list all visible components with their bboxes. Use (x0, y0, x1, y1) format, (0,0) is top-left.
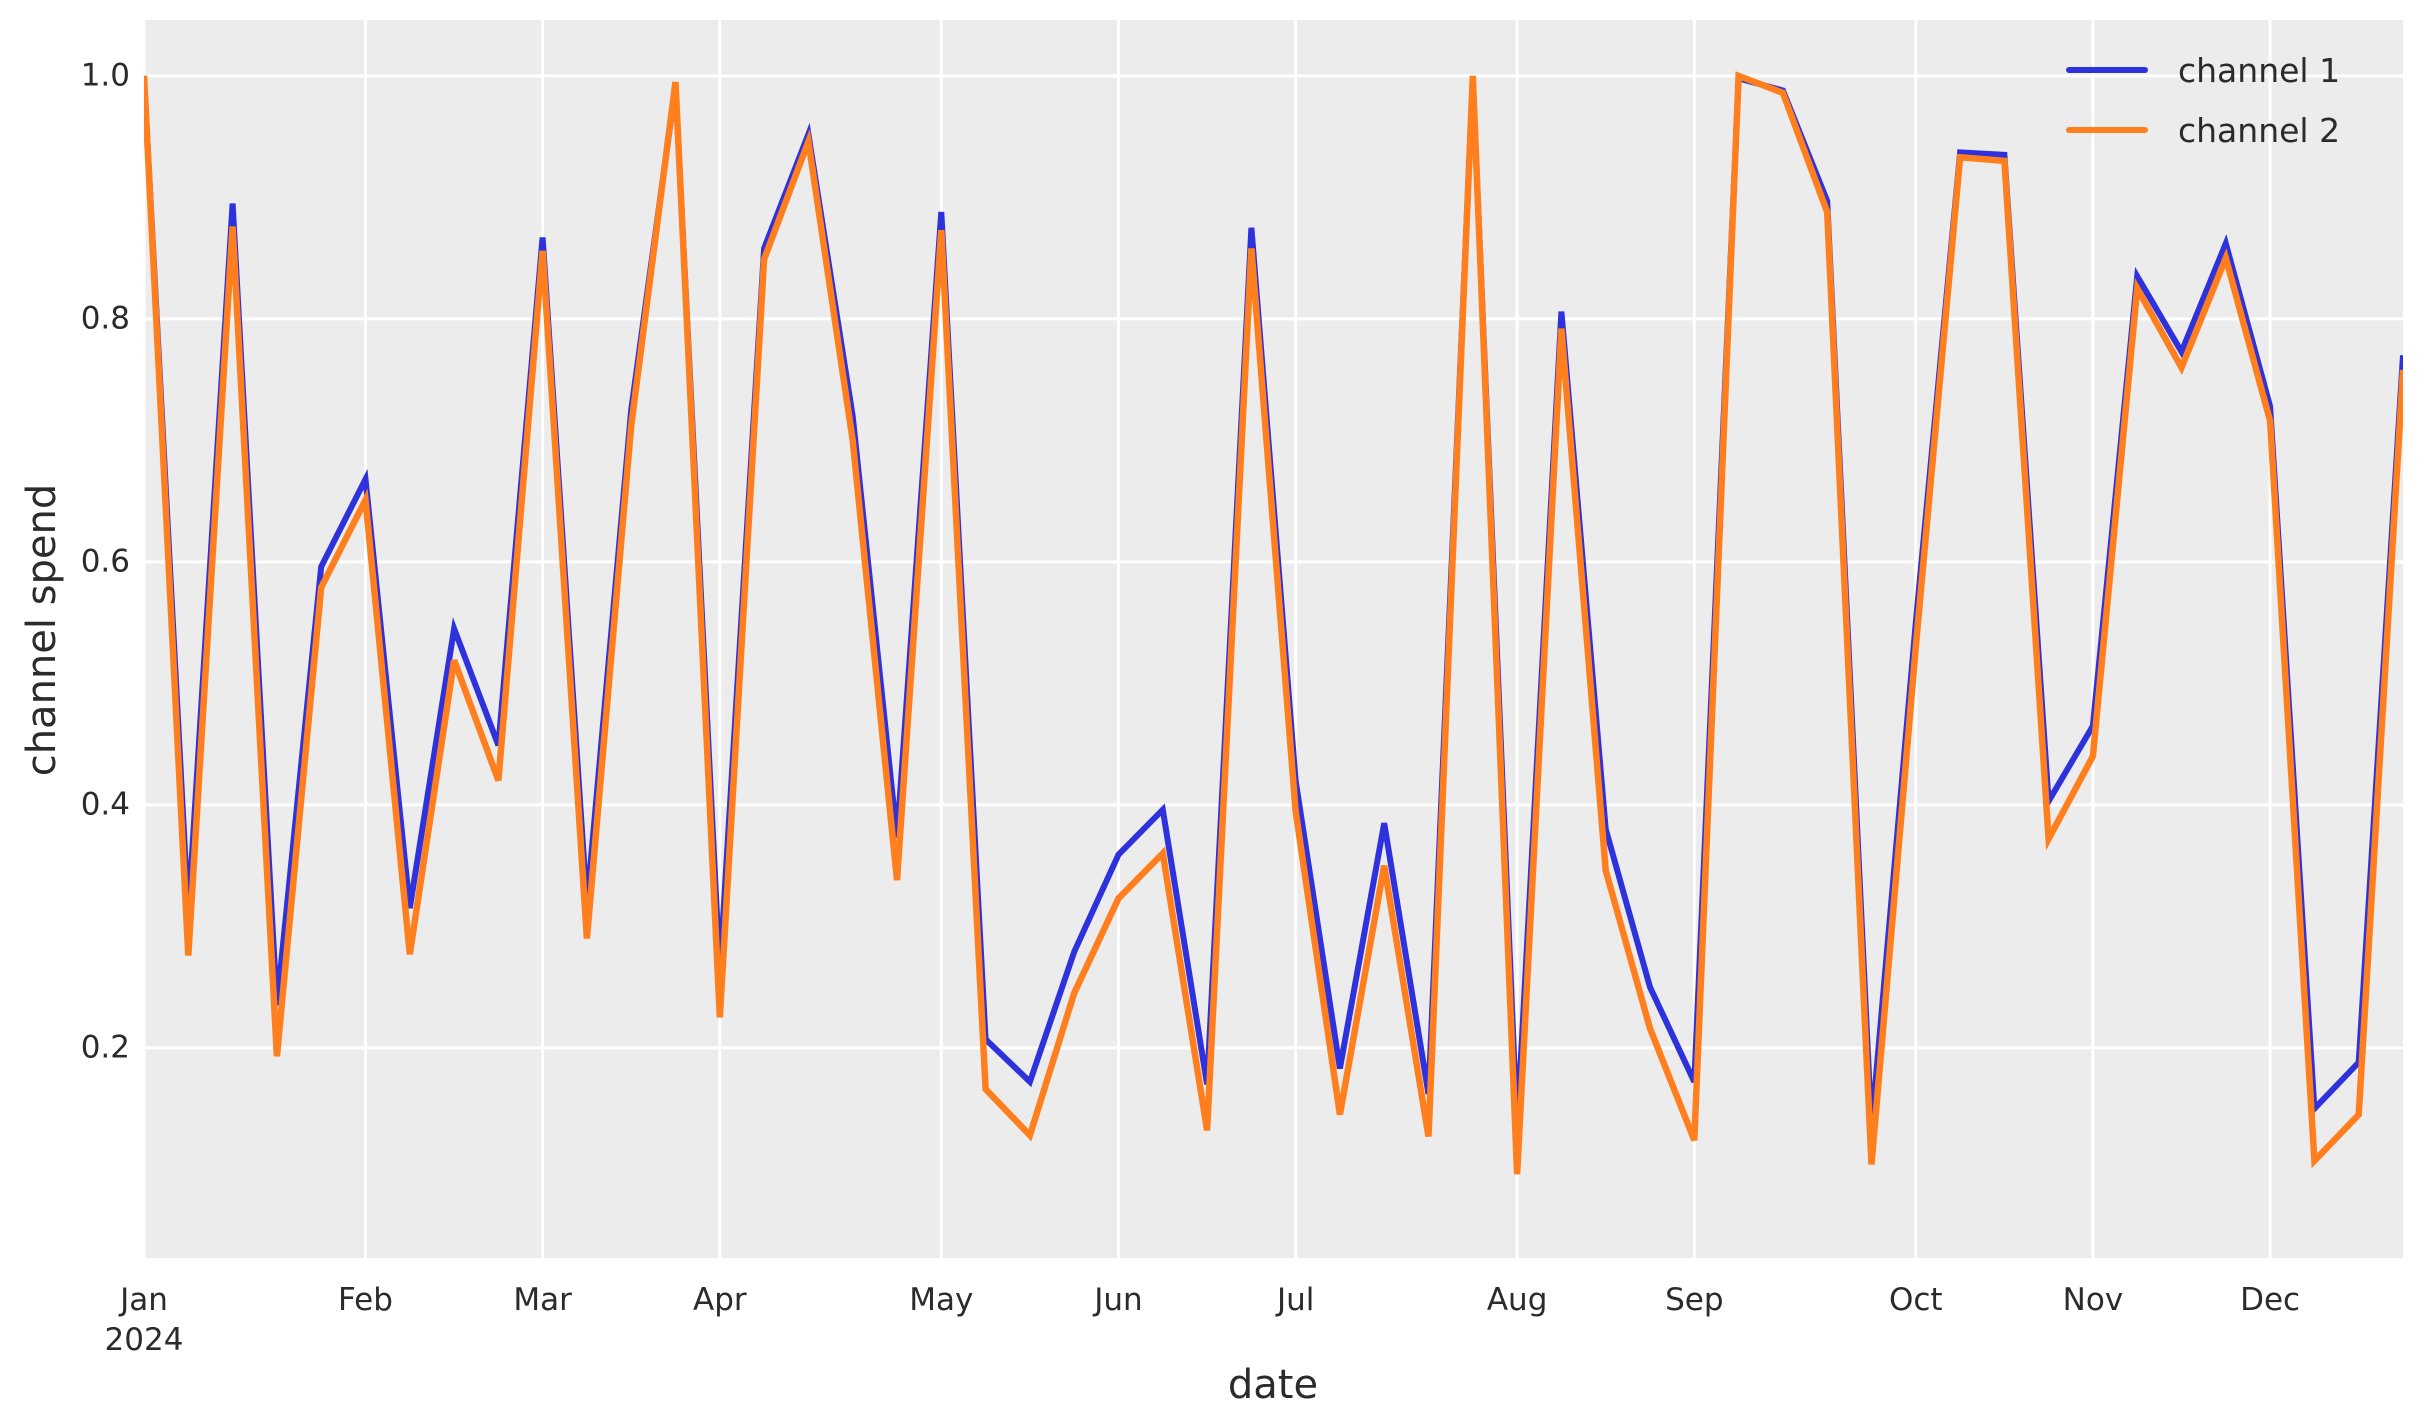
x-tick-label: Mar (513, 1282, 572, 1318)
x-tick-label: Sep (1665, 1282, 1724, 1318)
x-tick-label: Nov (2062, 1282, 2124, 1318)
legend-line-swatch-channel-2 (2066, 127, 2148, 133)
x-tick-label: Dec (2240, 1282, 2301, 1318)
y-tick-label: 0.8 (80, 300, 130, 337)
y-axis-label: channel spend (19, 483, 65, 777)
x-tick-label: Jul (1276, 1282, 1315, 1318)
y-tick-label: 0.4 (80, 786, 130, 823)
plot-area (144, 20, 2403, 1258)
x-tick-label: May (909, 1282, 974, 1318)
y-tick-label: 1.0 (80, 57, 130, 94)
legend: channel 1 channel 2 (2066, 48, 2340, 152)
legend-line-swatch-channel-1 (2066, 67, 2148, 73)
legend-item-channel-1: channel 1 (2066, 48, 2340, 92)
legend-label-channel-1: channel 1 (2178, 50, 2341, 90)
x-tick-label: Aug (1486, 1282, 1548, 1318)
x-tick-label: Jan 2024 (104, 1282, 184, 1358)
x-tick-year-label: 2024 (104, 1322, 184, 1358)
series-line-channel-2 (144, 71, 2403, 1175)
x-tick-label: Feb (338, 1282, 393, 1318)
legend-label-channel-2: channel 2 (2178, 110, 2341, 150)
x-tick-label: Oct (1888, 1282, 1943, 1318)
series-line-channel-1 (144, 74, 2403, 1129)
y-tick-label: 0.2 (80, 1029, 130, 1066)
y-tick-label: 0.6 (80, 543, 130, 580)
x-tick-label: Jun (1094, 1282, 1143, 1318)
x-axis-label: date (1227, 1362, 1319, 1408)
plot-svg (144, 20, 2403, 1258)
x-tick-label: Apr (692, 1282, 747, 1318)
legend-item-channel-2: channel 2 (2066, 108, 2340, 152)
